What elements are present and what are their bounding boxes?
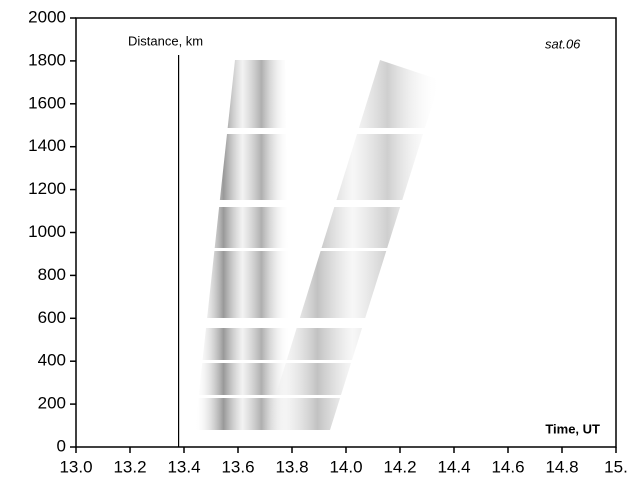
y-tick-label: 2000 bbox=[28, 7, 66, 26]
x-tick-label: 13.6 bbox=[221, 457, 254, 476]
y-tick-label: 1000 bbox=[28, 222, 66, 241]
x-tick-label: 13.8 bbox=[275, 457, 308, 476]
y-tick-label: 400 bbox=[38, 351, 66, 370]
annotation: sat.06 bbox=[545, 36, 581, 51]
x-tick-label: 14.4 bbox=[437, 457, 470, 476]
y-tick-label: 200 bbox=[38, 394, 66, 413]
x-tick-label: 14.8 bbox=[545, 457, 578, 476]
x-tick-label: 13.2 bbox=[113, 457, 146, 476]
y-tick-label: 0 bbox=[57, 436, 66, 455]
y-tick-label: 1200 bbox=[28, 179, 66, 198]
x-axis-label: Time, UT bbox=[545, 421, 600, 436]
x-tick-label: 15. bbox=[604, 457, 628, 476]
y-tick-label: 1800 bbox=[28, 50, 66, 69]
x-tick-label: 13.4 bbox=[167, 457, 200, 476]
y-tick-label: 1400 bbox=[28, 136, 66, 155]
texture bbox=[180, 60, 440, 430]
y-tick-label: 1600 bbox=[28, 93, 66, 112]
x-tick-label: 14.6 bbox=[491, 457, 524, 476]
x-tick-label: 14.2 bbox=[383, 457, 416, 476]
x-tick-label: 13.0 bbox=[59, 457, 92, 476]
y-axis-label: Distance, km bbox=[128, 33, 203, 48]
y-tick-label: 600 bbox=[38, 308, 66, 327]
x-tick-label: 14.0 bbox=[329, 457, 362, 476]
y-tick-label: 800 bbox=[38, 265, 66, 284]
